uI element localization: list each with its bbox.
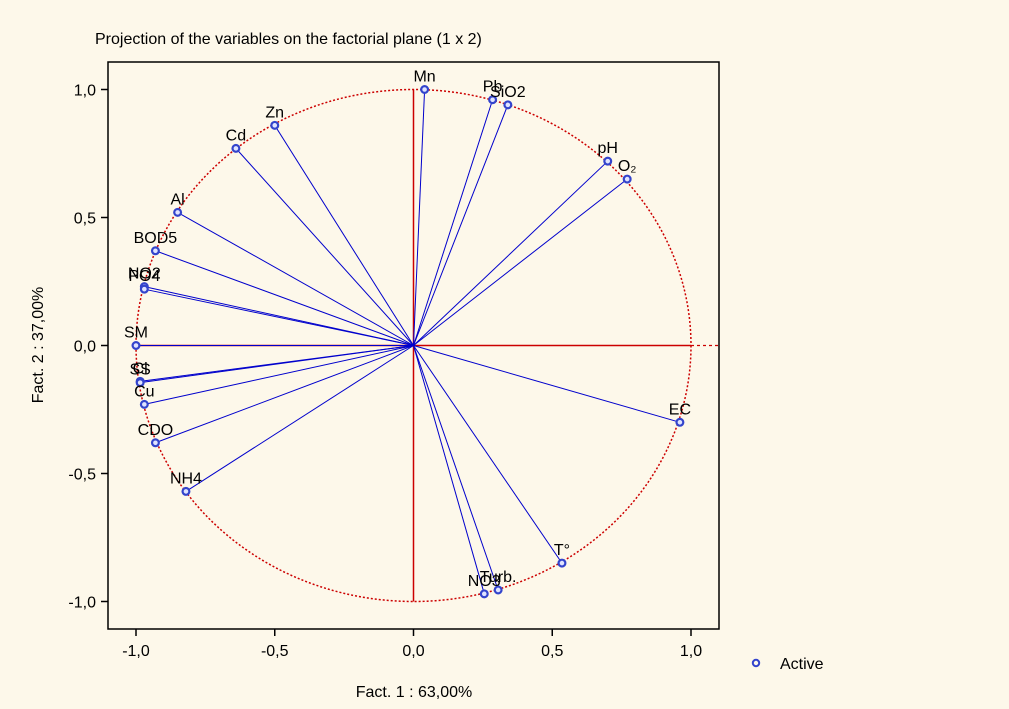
point-label-al: Al	[171, 191, 185, 208]
point-ec	[675, 417, 685, 427]
point-sm	[131, 341, 141, 351]
legend: Active	[751, 656, 824, 673]
point-label-cd: Cd	[226, 127, 246, 144]
y-tick-label: 0,5	[74, 211, 96, 228]
point-label-po4: PO4	[128, 268, 160, 285]
point-label-no2: NO2	[128, 266, 161, 283]
vector-cd	[235, 148, 414, 346]
vector-sio2	[413, 104, 509, 346]
point-label-mn: Mn	[413, 69, 435, 86]
point-label-sio2: SiO2	[490, 84, 526, 101]
x-tick-label: -1,0	[122, 643, 150, 660]
x-tick-label: -0,5	[261, 643, 289, 660]
x-axis-label: Fact. 1 : 63,00%	[356, 684, 473, 701]
point-sio2	[503, 100, 513, 110]
vector-nh4	[185, 345, 414, 492]
point-label-o2: O₂	[618, 158, 637, 175]
point-al	[173, 207, 183, 217]
vector-cdo	[155, 345, 414, 444]
y-tick-label: -0,5	[68, 467, 96, 484]
point-label-nh4: NH4	[170, 470, 202, 487]
plot-area: -1,0 -0,5 0,0 0,5 1,0 1,0 0,5 0,0 -0,5 -1,0 Mn PbSi…	[68, 61, 720, 660]
vector-tdeg	[413, 345, 563, 564]
vector-mn	[413, 89, 426, 346]
chart-title: Projection of the variables on the facto…	[95, 31, 482, 48]
point-label-tdeg: T°	[554, 542, 570, 559]
point-label-pb: Pb	[483, 79, 503, 96]
point-turb	[493, 585, 503, 595]
point-label-sm: SM	[124, 325, 148, 342]
point-label-cl: Cl	[133, 360, 148, 377]
vector-bod5	[155, 250, 414, 346]
point-zn	[270, 120, 280, 130]
point-label-ec: EC	[669, 401, 691, 418]
point-label-cu: Cu	[134, 383, 154, 400]
vector-ec	[413, 345, 681, 423]
vector-zn	[274, 125, 414, 346]
vector-no3	[413, 345, 485, 594]
vector-ph	[413, 160, 609, 346]
point-tdeg	[557, 558, 567, 568]
vector-o2	[413, 178, 628, 346]
vector-al	[177, 211, 414, 346]
vector-po4	[144, 288, 414, 346]
legend-marker	[751, 658, 761, 668]
vector-cu	[144, 345, 414, 405]
point-label-ss: SS	[129, 362, 150, 379]
point-cd	[231, 143, 241, 153]
point-cdo	[150, 438, 160, 448]
y-tick-label: 0,0	[74, 339, 96, 356]
point-label-cdo: CDO	[138, 422, 174, 439]
vector-ss	[140, 345, 414, 384]
point-bod5	[150, 246, 160, 256]
point-label-ph: pH	[598, 140, 618, 157]
point-label-bod5: BOD5	[134, 230, 178, 247]
point-label-no3: NO3	[468, 573, 501, 590]
point-pb	[488, 95, 498, 105]
y-tick-label: 1,0	[74, 83, 96, 100]
vector-turb	[413, 345, 499, 591]
point-ss	[135, 378, 145, 388]
point-cu	[139, 399, 149, 409]
x-tick-label: 0,0	[402, 643, 424, 660]
point-no3	[479, 589, 489, 599]
point-nh4	[181, 486, 191, 496]
point-ph	[603, 156, 613, 166]
point-mn	[420, 84, 430, 94]
point-label-turb: Turb.	[480, 569, 517, 586]
point-o2	[622, 174, 632, 184]
y-axis-label: Fact. 2 : 37,00%	[30, 287, 47, 404]
legend-label-active: Active	[780, 656, 824, 673]
x-tick-label: 0,5	[541, 643, 563, 660]
x-tick-label: 1,0	[680, 643, 702, 660]
vector-pb	[413, 99, 494, 346]
y-tick-label: -1,0	[68, 595, 96, 612]
point-po4	[139, 284, 149, 294]
point-label-zn: Zn	[265, 104, 284, 121]
